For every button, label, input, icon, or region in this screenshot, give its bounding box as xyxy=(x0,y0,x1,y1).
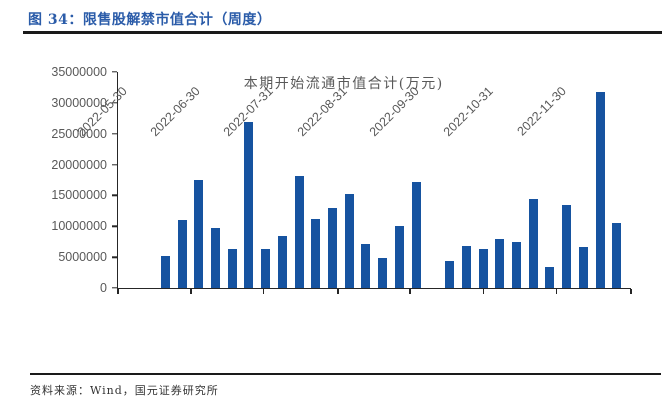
bar-slot xyxy=(241,72,258,288)
bar-slot xyxy=(508,72,525,288)
bar xyxy=(545,267,555,288)
bar xyxy=(528,198,538,288)
x-axis-tick xyxy=(190,289,192,294)
bar xyxy=(311,218,321,288)
bar xyxy=(562,204,572,288)
x-axis-tick xyxy=(555,289,558,294)
plot-area: 本期开始流通市值合计(万元) 2022-05-30 2022-06-30 2022-… xyxy=(75,71,632,294)
bar xyxy=(495,238,505,288)
bar-slot xyxy=(190,72,207,288)
y-axis-tick xyxy=(112,133,117,135)
x-axis-tick xyxy=(262,289,265,294)
bar-slot xyxy=(207,72,224,288)
bar xyxy=(160,255,170,288)
bar xyxy=(244,122,254,288)
y-axis-tick-label: 30000000 xyxy=(51,95,107,110)
y-axis-tick xyxy=(112,102,117,104)
y-axis-tick xyxy=(112,194,117,197)
bar-slot xyxy=(324,72,341,288)
bar-slot xyxy=(257,72,274,288)
bar xyxy=(445,261,455,288)
header-divider xyxy=(23,31,662,34)
footer-divider xyxy=(30,373,661,375)
bar xyxy=(227,248,237,288)
bar xyxy=(394,226,404,288)
bar-slot xyxy=(558,72,575,288)
bar xyxy=(294,175,304,288)
bar xyxy=(211,227,221,288)
bar xyxy=(595,91,605,288)
figure-title: 图 34：限售股解禁市值合计（周度） xyxy=(28,12,272,28)
bar-slot xyxy=(608,72,625,288)
y-axis-tick-label: 0 xyxy=(100,281,107,295)
bar-slot xyxy=(291,72,308,288)
bar xyxy=(277,235,287,288)
y-axis-tick xyxy=(112,225,117,227)
bar-slot xyxy=(358,72,375,288)
bar xyxy=(328,208,338,288)
bar-slot xyxy=(458,72,475,288)
bar-slot xyxy=(575,72,592,288)
bar-slot xyxy=(408,72,425,288)
bar-slot xyxy=(491,72,508,288)
bar-slot xyxy=(542,72,559,288)
y-axis-tick-label: 15000000 xyxy=(51,188,107,203)
y-axis-tick xyxy=(112,71,117,73)
bar-slot xyxy=(307,72,324,288)
y-axis-tick-label: 20000000 xyxy=(51,157,107,172)
bar-slot xyxy=(441,72,458,288)
bar-slot xyxy=(374,72,391,288)
x-axis-tick xyxy=(630,289,632,294)
bar xyxy=(478,248,488,288)
bar xyxy=(194,180,204,288)
y-axis-tick-label: 5000000 xyxy=(58,250,107,265)
x-axis-tick xyxy=(483,289,485,294)
bar-slot xyxy=(174,72,191,288)
bar xyxy=(177,219,187,288)
source-note: 资料来源：Wind，国元证券研究所 xyxy=(30,384,219,397)
bar xyxy=(612,222,622,288)
bar-slot xyxy=(391,72,408,288)
x-axis-tick xyxy=(409,289,411,294)
x-axis-tick xyxy=(117,289,119,294)
y-axis-tick xyxy=(112,256,117,258)
bar xyxy=(578,246,588,288)
y-axis-tick xyxy=(112,163,117,166)
bar-slot xyxy=(425,72,442,288)
bar-slot xyxy=(525,72,542,288)
bar-slot xyxy=(157,72,174,288)
bar-slot xyxy=(274,72,291,288)
y-axis-tick-label: 25000000 xyxy=(51,126,107,141)
bar-slot xyxy=(224,72,241,288)
y-axis-tick-label: 10000000 xyxy=(51,219,107,234)
bar xyxy=(461,246,471,288)
bar-slot xyxy=(341,72,358,288)
bar xyxy=(511,242,521,288)
y-axis-tick-label: 35000000 xyxy=(51,65,107,79)
bar xyxy=(261,248,271,288)
bar xyxy=(344,193,354,288)
bar-series xyxy=(157,72,625,288)
y-axis-labels: 35000000 30000000 25000000 20000000 15000000… xyxy=(0,66,117,295)
bar xyxy=(378,257,388,288)
bar xyxy=(411,182,421,288)
x-axis-tick xyxy=(337,289,339,294)
bar xyxy=(361,244,371,288)
bar-slot xyxy=(475,72,492,288)
y-axis-tick xyxy=(112,287,117,289)
bar-slot xyxy=(592,72,609,288)
series-legend-label: 本期开始流通市值合计(万元) xyxy=(243,76,444,92)
